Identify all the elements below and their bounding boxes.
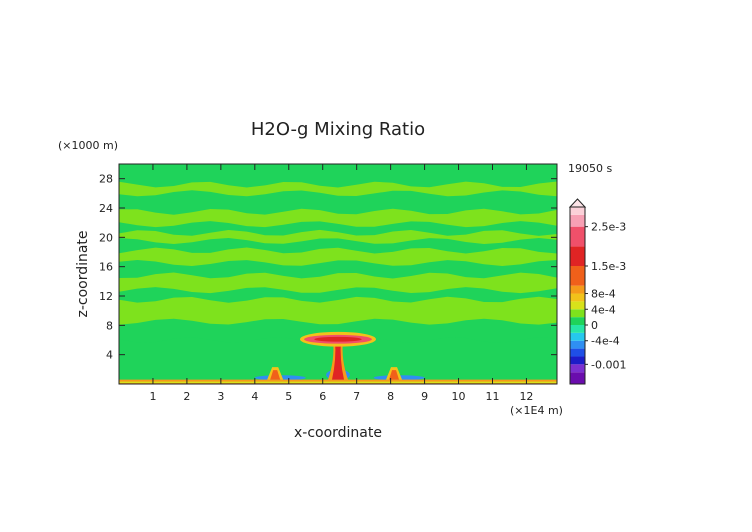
x-tick-label: 2 xyxy=(183,390,190,403)
colorbar-segment xyxy=(570,246,585,266)
colorbar-arrow xyxy=(568,198,587,208)
x-axis: 1 2 3 4 5 6 7 8 9 10 11 12 xyxy=(149,164,533,403)
colorbar-segment xyxy=(570,293,585,302)
colorbar-segment xyxy=(570,356,585,365)
x-tick-label: 6 xyxy=(319,390,326,403)
anvil-core xyxy=(314,336,362,342)
colorbar-segment xyxy=(570,364,585,373)
colorbar-segment xyxy=(570,340,585,349)
x-tick-label: 3 xyxy=(217,390,224,403)
colorbar-segment xyxy=(570,332,585,341)
x-tick-label: 11 xyxy=(485,390,499,403)
colorbar-label: -0.001 xyxy=(591,358,626,371)
colorbar-segment xyxy=(570,309,585,318)
y-axis-label: z-coordinate xyxy=(75,230,91,317)
x-tick-label: 12 xyxy=(519,390,533,403)
colorbar-label: 0 xyxy=(591,319,598,332)
colorbar-label: 2.5e-3 xyxy=(591,221,626,234)
colorbar-segment xyxy=(570,348,585,357)
colorbar-segment xyxy=(570,285,585,294)
side-cell xyxy=(389,370,400,380)
y-tick-label: 4 xyxy=(106,349,113,362)
colorbar-segment xyxy=(570,266,585,286)
moisture-band xyxy=(119,272,557,294)
moisture-band xyxy=(119,247,557,266)
colorbar-label: -4e-4 xyxy=(591,335,620,348)
x-tick-label: 1 xyxy=(149,390,156,403)
colorbar-label: 8e-4 xyxy=(591,288,616,301)
convective-column xyxy=(332,340,344,380)
colorbar: 2.5e-3 1.5e-3 8e-4 4e-4 0 -4e-4 -0.001 xyxy=(568,198,626,385)
side-cell xyxy=(270,370,281,380)
colorbar-segment xyxy=(570,207,585,215)
x-unit-label: (×1E4 m) xyxy=(510,404,563,417)
colorbar-segment xyxy=(570,372,585,384)
colorbar-segment xyxy=(570,226,585,247)
colorbar-segment xyxy=(570,301,585,310)
y-tick-label: 16 xyxy=(99,261,113,274)
moisture-band xyxy=(119,208,557,228)
colorbar-segment xyxy=(570,317,585,325)
colorbar-segment xyxy=(570,325,585,333)
moisture-band xyxy=(119,181,557,197)
y-tick-label: 20 xyxy=(99,231,113,244)
x-axis-label: x-coordinate xyxy=(294,425,382,441)
time-label: 19050 s xyxy=(568,162,612,175)
x-tick-label: 5 xyxy=(285,390,292,403)
x-tick-label: 7 xyxy=(353,390,360,403)
colorbar-label: 1.5e-3 xyxy=(591,260,626,273)
moisture-band xyxy=(119,229,557,244)
moisture-band xyxy=(119,296,557,325)
chart-title: H2O-g Mixing Ratio xyxy=(251,119,425,140)
x-tick-label: 10 xyxy=(452,390,466,403)
y-tick-label: 24 xyxy=(99,202,113,215)
colorbar-label: 4e-4 xyxy=(591,303,616,316)
surface-layer-edge xyxy=(119,381,557,384)
y-axis: 4 8 12 16 20 24 28 xyxy=(99,173,557,362)
colorbar-segment xyxy=(570,214,585,227)
x-tick-label: 8 xyxy=(387,390,394,403)
x-tick-label: 9 xyxy=(421,390,428,403)
y-tick-label: 8 xyxy=(106,319,113,332)
y-tick-label: 28 xyxy=(99,173,113,186)
plot-field xyxy=(119,164,557,384)
plot-frame xyxy=(118,163,558,385)
y-unit-label: (×1000 m) xyxy=(58,139,118,152)
y-tick-label: 12 xyxy=(99,290,113,303)
x-tick-label: 4 xyxy=(251,390,258,403)
